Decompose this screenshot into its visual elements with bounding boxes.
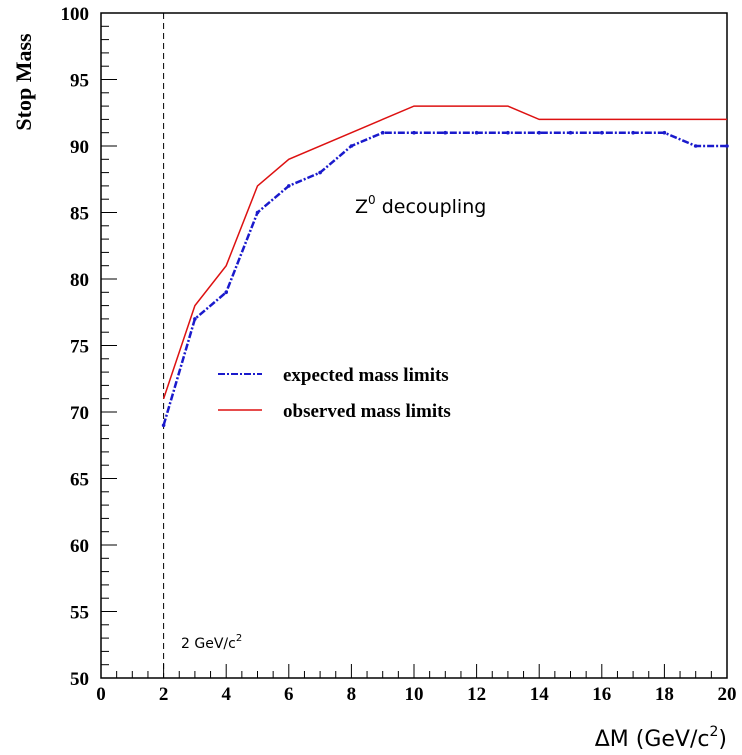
- x-tick-label: 16: [592, 684, 611, 705]
- expected-data-point: [380, 130, 385, 135]
- x-tick-label: 8: [347, 684, 357, 705]
- plot-frame: [100, 12, 728, 679]
- x-axis-title-main: ΔM (GeV/c: [595, 727, 710, 752]
- x-tick-label: 4: [221, 684, 231, 705]
- expected-data-point: [349, 144, 354, 148]
- y-tick-label: 95: [70, 71, 89, 92]
- expected-points: [161, 130, 729, 428]
- gev-line-label-sup: 2: [236, 633, 242, 644]
- x-tick-label: 20: [718, 684, 737, 705]
- expected-data-point: [506, 130, 510, 135]
- expected-data-point: [725, 144, 729, 148]
- expected-data-point: [600, 130, 604, 135]
- expected-data-point: [474, 130, 479, 135]
- x-tick-label: 14: [530, 684, 550, 705]
- expected-data-point: [412, 130, 416, 135]
- y-axis-title: Stop Mass: [11, 33, 36, 131]
- x-axis-title-end: ): [718, 727, 727, 752]
- z-decoupling-rest: decoupling: [376, 196, 487, 218]
- observed-mass-limits-line: [162, 105, 727, 399]
- x-tick-label: 6: [284, 684, 294, 705]
- y-tick-label: 75: [70, 337, 89, 358]
- legend-expected-label: expected mass limits: [283, 365, 449, 386]
- axis-ticks: [100, 12, 728, 679]
- x-tick-label: 18: [655, 684, 674, 705]
- y-tick-label: 70: [70, 403, 89, 424]
- y-tick-label: 85: [70, 204, 89, 225]
- expected-data-point: [161, 423, 166, 428]
- expected-data-point: [224, 290, 228, 295]
- z-decoupling-sup: 0: [368, 193, 376, 207]
- y-tick-label: 60: [70, 536, 89, 557]
- y-tick-label: 80: [70, 270, 89, 291]
- expected-data-point: [662, 130, 667, 135]
- expected-data-point: [443, 130, 448, 135]
- x-axis-title: ΔM (GeV/c2): [595, 724, 727, 752]
- z-decoupling-base: Z: [355, 196, 368, 218]
- gev-line-label: 2 GeV/c2: [181, 633, 242, 652]
- x-tick-label: 10: [405, 684, 424, 705]
- legend-observed-label: observed mass limits: [283, 401, 451, 422]
- y-tick-label: 50: [70, 669, 89, 690]
- x-tick-label: 12: [467, 684, 486, 705]
- x-axis-title-sup: 2: [709, 724, 718, 740]
- expected-data-point: [255, 210, 260, 215]
- y-tick-label: 90: [70, 137, 89, 158]
- expected-data-point: [568, 130, 573, 135]
- x-tick-label: 0: [96, 684, 106, 705]
- y-tick-label: 65: [70, 470, 89, 491]
- expected-data-point: [318, 170, 322, 175]
- x-tick-label: 2: [159, 684, 169, 705]
- legend: expected mass limits observed mass limit…: [218, 365, 451, 422]
- expected-data-point: [537, 130, 541, 135]
- expected-data-point: [287, 184, 291, 188]
- expected-data-point: [193, 317, 197, 321]
- y-tick-label: 55: [70, 603, 89, 624]
- expected-data-point: [631, 130, 635, 135]
- z-decoupling-annotation: Z0 decoupling: [355, 193, 486, 218]
- expected-data-point: [693, 144, 698, 148]
- y-tick-label: 100: [61, 4, 90, 25]
- gev-line-label-main: 2 GeV/c: [181, 636, 236, 652]
